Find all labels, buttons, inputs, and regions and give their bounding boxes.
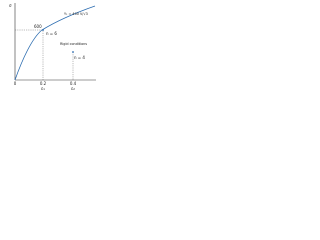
guide-line: [15, 29, 44, 80]
upper-n: n = 6: [46, 31, 57, 36]
point: [72, 51, 74, 53]
x-tick: 0.2: [40, 81, 47, 86]
y-label: σ: [9, 3, 12, 8]
lower-n: n = 4: [74, 55, 85, 60]
condition: Rigid conditions: [60, 42, 87, 46]
peak-label: 600: [34, 24, 42, 29]
curve: [14, 5, 96, 81]
x-mark: ε₁: [41, 86, 45, 91]
figure: σ Y₁ = 400 V/√3 600 n = 6 Rigid conditio…: [9, 3, 96, 91]
x-tick: 0.4: [70, 81, 77, 86]
point: [42, 29, 44, 31]
x-mark: ε₂: [71, 86, 75, 91]
formula: Y₁ = 400 V/√3: [64, 12, 88, 16]
x-tick: 0: [14, 81, 17, 86]
